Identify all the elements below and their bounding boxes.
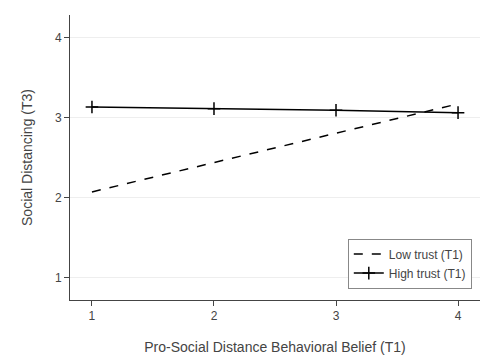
svg-text:Pro-Social Distance Behavioral: Pro-Social Distance Behavioral Belief (T… — [144, 339, 405, 355]
svg-text:3: 3 — [333, 309, 340, 323]
svg-text:1: 1 — [55, 271, 62, 285]
svg-text:4: 4 — [55, 31, 62, 45]
svg-text:3: 3 — [55, 111, 62, 125]
svg-text:Social Distancing (T3): Social Distancing (T3) — [19, 89, 35, 226]
svg-text:2: 2 — [55, 191, 62, 205]
svg-text:4: 4 — [455, 309, 462, 323]
svg-text:2: 2 — [211, 309, 218, 323]
svg-text:1: 1 — [89, 309, 96, 323]
svg-text:High trust (T1): High trust (T1) — [389, 267, 466, 281]
svg-text:Low trust (T1): Low trust (T1) — [389, 248, 463, 262]
